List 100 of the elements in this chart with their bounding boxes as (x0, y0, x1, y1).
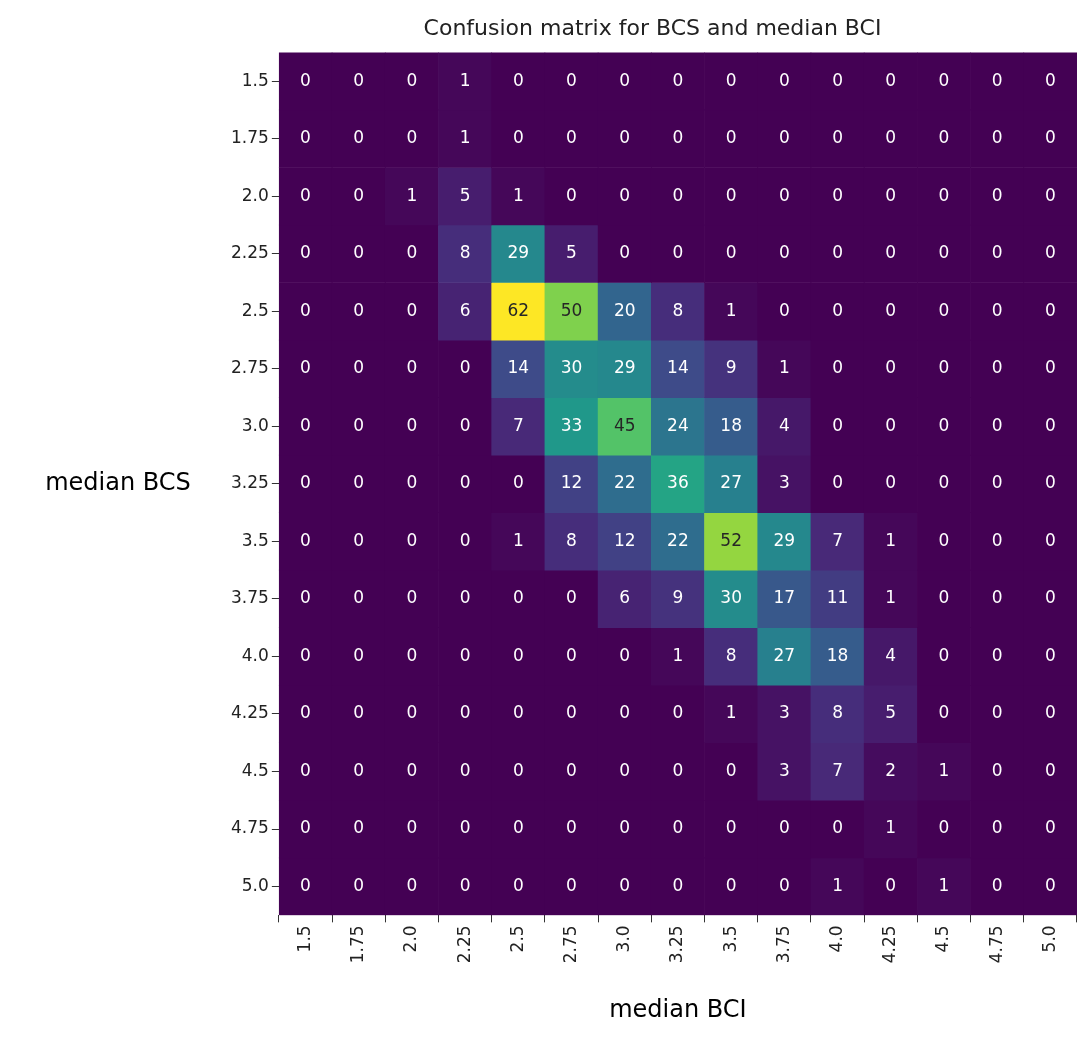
data-label: 0 (991, 184, 1003, 205)
data-label: 0 (566, 644, 577, 665)
data-label: 0 (459, 357, 471, 378)
data-label: 0 (1044, 644, 1056, 665)
y-axis-title: median BCS (45, 468, 191, 497)
data-label: 0 (459, 644, 471, 665)
data-label: 0 (778, 184, 790, 205)
data-label: 30 (720, 587, 742, 608)
data-label: 7 (832, 529, 843, 550)
y-tick-label: 1.75 (230, 127, 269, 148)
data-label: 0 (938, 357, 950, 378)
data-label: 0 (885, 875, 897, 896)
data-label: 1 (459, 69, 471, 90)
data-label: 0 (885, 357, 897, 378)
data-label: 0 (619, 242, 631, 263)
data-label: 0 (991, 702, 1003, 723)
x-tick-label: 2.0 (400, 925, 421, 953)
data-label: 8 (725, 644, 737, 665)
data-label: 0 (991, 299, 1003, 320)
data-label: 0 (1044, 472, 1056, 493)
data-label: 0 (566, 875, 577, 896)
data-label: 29 (773, 529, 796, 550)
data-label: 14 (507, 357, 530, 378)
data-label: 0 (353, 242, 365, 263)
data-label: 0 (406, 414, 418, 435)
data-label: 52 (720, 529, 742, 550)
data-label: 0 (406, 472, 418, 493)
data-label: 0 (938, 702, 950, 723)
data-label: 0 (672, 69, 684, 90)
data-label: 0 (832, 817, 843, 838)
data-label: 0 (991, 242, 1003, 263)
data-label: 33 (560, 414, 583, 435)
data-label: 0 (300, 759, 311, 780)
data-label: 0 (938, 242, 950, 263)
data-label: 0 (672, 759, 684, 780)
data-label: 0 (353, 299, 365, 320)
x-tick-label: 3.5 (719, 925, 740, 953)
data-label: 1 (725, 299, 737, 320)
y-tick-label: 4.0 (241, 644, 269, 665)
data-label: 0 (938, 472, 950, 493)
y-tick-label: 1.5 (241, 69, 269, 90)
data-label: 0 (991, 875, 1003, 896)
data-label: 0 (353, 472, 365, 493)
data-label: 6 (619, 587, 631, 608)
data-label: 0 (938, 184, 950, 205)
data-label: 0 (406, 357, 418, 378)
data-label: 0 (512, 702, 524, 723)
data-label: 0 (832, 242, 843, 263)
data-label: 0 (406, 529, 418, 550)
data-label: 62 (507, 299, 530, 320)
data-label: 0 (778, 127, 790, 148)
data-label: 0 (300, 644, 311, 665)
data-label: 0 (300, 357, 311, 378)
data-label: 4 (778, 414, 790, 435)
data-label: 0 (512, 127, 524, 148)
data-label: 0 (991, 414, 1003, 435)
data-label: 0 (512, 69, 524, 90)
data-label: 0 (353, 184, 365, 205)
data-label: 0 (406, 587, 418, 608)
data-label: 0 (353, 875, 365, 896)
data-label: 8 (832, 702, 843, 723)
data-label: 0 (300, 875, 311, 896)
data-label: 0 (778, 299, 790, 320)
data-label: 0 (512, 472, 524, 493)
y-tick-label: 4.5 (241, 759, 269, 780)
y-tick-label: 3.5 (241, 529, 269, 550)
data-label: 0 (1044, 759, 1056, 780)
data-label: 27 (773, 644, 796, 665)
data-label: 0 (353, 817, 365, 838)
data-label: 0 (1044, 875, 1056, 896)
data-label: 0 (353, 587, 365, 608)
data-label: 0 (991, 472, 1003, 493)
data-label: 2 (885, 759, 897, 780)
y-tick-label: 2.0 (241, 184, 269, 205)
data-label: 0 (1044, 184, 1056, 205)
data-label: 20 (613, 299, 636, 320)
x-tick-label: 4.0 (825, 925, 846, 953)
data-label: 0 (725, 69, 737, 90)
data-label: 0 (725, 184, 737, 205)
data-label: 36 (667, 472, 689, 493)
data-label: 0 (619, 69, 631, 90)
data-label: 0 (459, 587, 471, 608)
data-label: 0 (778, 69, 790, 90)
x-tick-label: 3.0 (613, 925, 634, 953)
data-label: 0 (672, 242, 684, 263)
data-label: 0 (566, 817, 577, 838)
data-label: 0 (885, 69, 897, 90)
data-label: 0 (459, 759, 471, 780)
data-label: 0 (778, 242, 790, 263)
data-label: 17 (773, 587, 796, 608)
y-tick-label: 3.25 (230, 472, 269, 493)
data-label: 1 (512, 529, 524, 550)
data-label: 1 (938, 759, 950, 780)
data-label: 27 (720, 472, 742, 493)
data-label: 9 (725, 357, 737, 378)
data-label: 1 (885, 587, 897, 608)
data-label: 0 (672, 184, 684, 205)
data-label: 0 (300, 414, 311, 435)
data-label: 3 (778, 702, 790, 723)
data-label: 0 (300, 587, 311, 608)
